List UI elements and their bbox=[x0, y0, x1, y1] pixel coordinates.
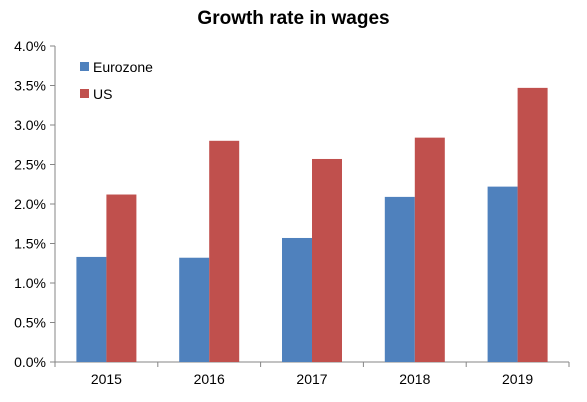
bar-eurozone-2016 bbox=[179, 257, 210, 362]
bar-eurozone-2017 bbox=[282, 237, 312, 362]
y-tick-label: 0.5% bbox=[14, 315, 46, 331]
bar-us-2015 bbox=[106, 194, 137, 362]
x-tick-label: 2019 bbox=[502, 371, 533, 387]
chart-title: Growth rate in wages bbox=[197, 8, 390, 29]
y-tick-label: 1.5% bbox=[14, 236, 46, 252]
bar-us-2017 bbox=[312, 158, 342, 362]
bar-us-2016 bbox=[209, 140, 240, 362]
x-tick-label: 2018 bbox=[399, 371, 430, 387]
y-tick-label: 1.0% bbox=[14, 275, 46, 291]
x-tick-label: 2017 bbox=[296, 371, 327, 387]
x-tick-label: 2015 bbox=[91, 371, 122, 387]
bar-eurozone-2018 bbox=[384, 196, 415, 362]
legend-label-us: US bbox=[93, 86, 112, 102]
bar-eurozone-2015 bbox=[76, 256, 107, 362]
y-tick-label: 2.0% bbox=[14, 196, 46, 212]
legend-label-eurozone: Eurozone bbox=[93, 59, 153, 75]
legend-swatch-eurozone bbox=[80, 62, 89, 71]
y-tick-label: 3.0% bbox=[14, 117, 46, 133]
bar-us-2019 bbox=[517, 87, 548, 363]
x-tick-label: 2016 bbox=[194, 371, 225, 387]
bar-eurozone-2019 bbox=[487, 186, 518, 362]
bar-us-2018 bbox=[414, 137, 445, 362]
legend-swatch-us bbox=[80, 89, 89, 98]
y-tick-label: 3.5% bbox=[14, 78, 46, 94]
y-tick-label: 0.0% bbox=[14, 354, 46, 370]
y-tick-label: 2.5% bbox=[14, 157, 46, 173]
y-tick-label: 4.0% bbox=[14, 38, 46, 54]
